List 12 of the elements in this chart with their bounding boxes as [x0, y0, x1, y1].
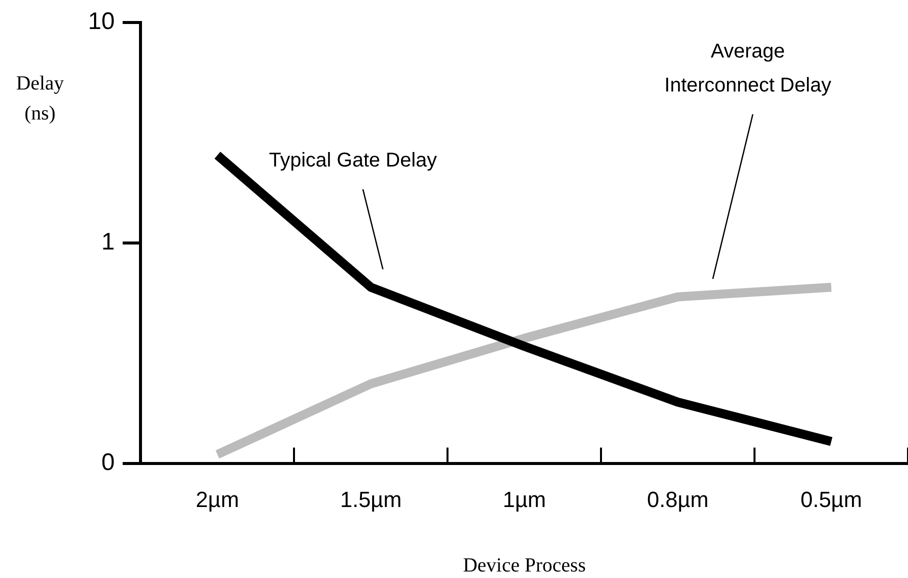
y-axis-title: Delay (ns)	[16, 72, 64, 124]
x-tick-label: 1µm	[502, 486, 546, 512]
y-tick-label: 1	[101, 228, 115, 256]
x-axis-title: Device Process	[462, 554, 586, 576]
x-tick-label: 2µm	[196, 486, 240, 512]
y-tick-label: 0	[101, 449, 115, 476]
x-tick-label: 1.5µm	[340, 486, 402, 512]
series-label: Typical Gate Delay	[268, 150, 437, 172]
y-tick-label: 10	[88, 8, 115, 36]
text: Average Interconnect Delay	[664, 40, 832, 97]
x-tick-label: 0.8µm	[647, 486, 709, 512]
x-tick-label: 0.5µm	[800, 486, 862, 512]
